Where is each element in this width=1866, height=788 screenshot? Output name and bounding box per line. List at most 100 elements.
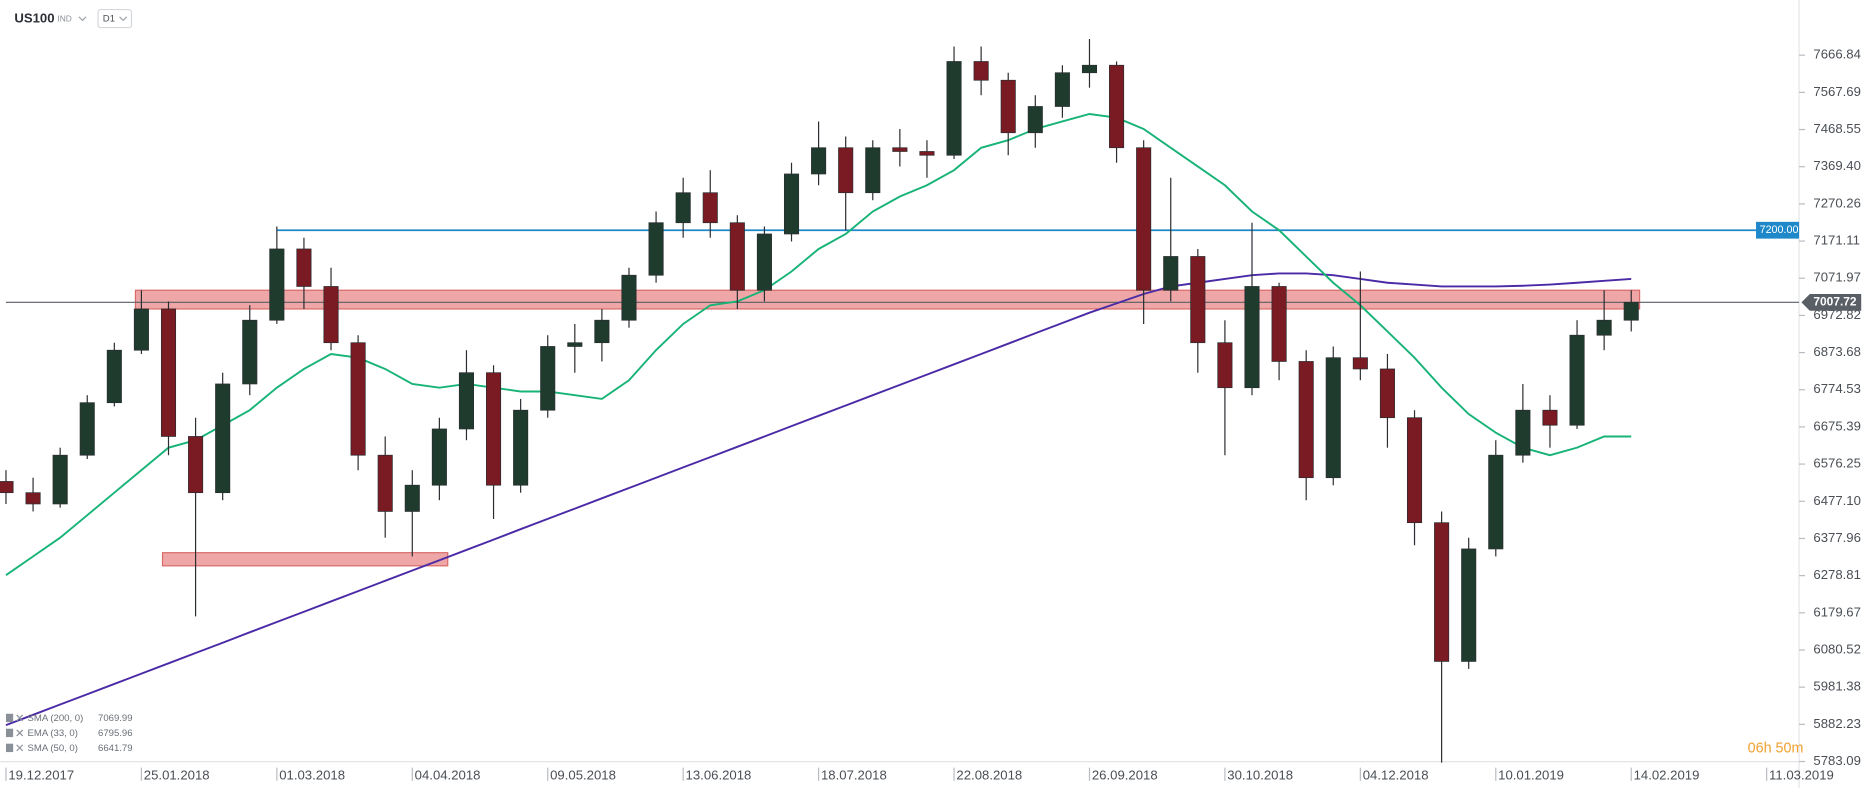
x-tick-label: 22.08.2018 bbox=[956, 767, 1022, 782]
candle-body bbox=[1081, 64, 1098, 74]
candle-body bbox=[1163, 256, 1179, 291]
y-tick-label: 7567.69 bbox=[1813, 84, 1861, 99]
candle-body bbox=[404, 484, 420, 512]
y-tick-label: 6377.96 bbox=[1813, 530, 1861, 545]
candle-body bbox=[52, 454, 68, 505]
candle-body bbox=[1569, 334, 1585, 426]
candle-body bbox=[106, 349, 122, 404]
legend-name: SMA (200, 0) bbox=[27, 713, 83, 724]
candle-body bbox=[1109, 64, 1125, 149]
x-tick-label: 30.10.2018 bbox=[1227, 767, 1293, 782]
level-label: 7200.00 bbox=[1760, 224, 1799, 236]
y-tick-label: 6278.81 bbox=[1813, 567, 1861, 582]
x-tick-label: 19.12.2017 bbox=[8, 767, 74, 782]
candle-body bbox=[133, 308, 149, 351]
price-label-box bbox=[1801, 293, 1862, 311]
candle-body bbox=[458, 372, 474, 430]
candle-body bbox=[567, 342, 583, 347]
candle-body bbox=[1623, 301, 1639, 321]
y-tick-label: 5783.09 bbox=[1813, 753, 1861, 768]
y-tick-label: 7071.97 bbox=[1813, 270, 1861, 285]
candle-body bbox=[188, 436, 204, 494]
y-tick-label: 6179.67 bbox=[1813, 604, 1861, 619]
x-tick-label: 01.03.2018 bbox=[279, 767, 345, 782]
x-tick-label: 04.12.2018 bbox=[1363, 767, 1429, 782]
y-tick-label: 6576.25 bbox=[1813, 456, 1861, 471]
candle-body bbox=[1434, 522, 1450, 662]
candle-body bbox=[1352, 357, 1368, 370]
candle-body bbox=[1406, 417, 1423, 524]
price-label: 7007.72 bbox=[1813, 294, 1857, 308]
candle-body bbox=[1488, 454, 1504, 550]
legend-value: 6641.79 bbox=[98, 743, 133, 754]
candle-body bbox=[865, 147, 881, 194]
candle-body bbox=[269, 248, 285, 321]
interval-box[interactable] bbox=[97, 8, 133, 29]
y-tick-label: 7468.55 bbox=[1813, 121, 1861, 136]
candle-body bbox=[919, 151, 935, 156]
legend-name: SMA (50, 0) bbox=[27, 743, 77, 754]
y-tick-label: 5981.38 bbox=[1813, 679, 1861, 694]
legend-icon bbox=[5, 743, 14, 753]
candle-body bbox=[783, 173, 800, 235]
candle-body bbox=[1000, 79, 1016, 134]
candle-body bbox=[1542, 409, 1558, 426]
candle-body bbox=[1596, 319, 1612, 336]
legend-value: 6795.96 bbox=[98, 728, 133, 739]
legend-close bbox=[16, 729, 24, 737]
candle-body bbox=[1271, 286, 1287, 362]
class[interactable]: IND bbox=[57, 13, 71, 23]
zone bbox=[134, 289, 1641, 310]
x-tick-label: 10.01.2019 bbox=[1498, 767, 1564, 782]
y-tick-label: 6477.10 bbox=[1813, 493, 1861, 508]
symbol[interactable]: US100 bbox=[14, 11, 54, 26]
y-tick-label: 7270.26 bbox=[1813, 195, 1861, 210]
level-label-box bbox=[1756, 221, 1800, 239]
candle-body bbox=[513, 409, 529, 486]
y-tick-label: 7369.40 bbox=[1813, 158, 1861, 173]
candle-body bbox=[1379, 368, 1395, 419]
candle-body bbox=[729, 222, 745, 291]
interval[interactable]: D1 bbox=[103, 14, 115, 25]
candle-body bbox=[1136, 147, 1152, 291]
candle-body bbox=[1244, 286, 1260, 389]
candle-body bbox=[215, 383, 231, 494]
candle-body bbox=[973, 61, 989, 81]
timer: 06h 50m bbox=[1748, 740, 1804, 756]
y-tick-label: 7171.11 bbox=[1813, 233, 1860, 248]
candle-body bbox=[1298, 361, 1314, 479]
zone bbox=[161, 552, 449, 567]
candle-body bbox=[486, 372, 502, 486]
x-tick-label: 26.09.2018 bbox=[1092, 767, 1158, 782]
x-tick-label: 14.02.2019 bbox=[1634, 767, 1700, 782]
candle-body bbox=[946, 61, 962, 156]
candle-body bbox=[1461, 548, 1477, 662]
candle-body bbox=[594, 319, 610, 344]
x-tick-label: 04.04.2018 bbox=[415, 767, 481, 782]
legend-name: EMA (33, 0) bbox=[27, 728, 77, 739]
y-tick-label: 6675.39 bbox=[1813, 418, 1861, 433]
y-tick-label: 7666.84 bbox=[1813, 47, 1861, 62]
candle-body bbox=[648, 222, 664, 276]
candle-body bbox=[1054, 72, 1070, 107]
legend-icon bbox=[5, 713, 14, 723]
candle-body bbox=[621, 274, 637, 321]
x-tick-label: 13.06.2018 bbox=[686, 767, 752, 782]
candle-body bbox=[1027, 106, 1043, 134]
candle-body bbox=[702, 192, 718, 224]
x-tick-label: 09.05.2018 bbox=[550, 767, 616, 782]
candle-body bbox=[1325, 357, 1341, 479]
candle-body bbox=[377, 454, 393, 512]
x-tick-label: 18.07.2018 bbox=[821, 767, 887, 782]
candle-body bbox=[323, 286, 339, 344]
candle-body bbox=[1190, 256, 1206, 344]
candle-body bbox=[756, 233, 772, 291]
dropdown-arrow bbox=[78, 16, 87, 22]
y-tick-label: 6774.53 bbox=[1813, 381, 1861, 396]
candle-body bbox=[1217, 342, 1233, 389]
legend-value: 7069.99 bbox=[98, 713, 133, 724]
candle-body bbox=[540, 346, 556, 411]
